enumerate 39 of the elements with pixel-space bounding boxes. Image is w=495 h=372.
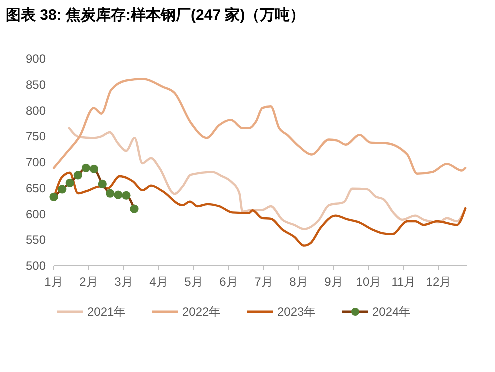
point [106, 189, 115, 198]
point [82, 164, 90, 172]
y-tick-label: 500 [26, 259, 46, 273]
x-tick-label: 11月 [392, 275, 416, 289]
x-tick-label: 4月 [150, 275, 168, 289]
point [90, 164, 99, 174]
x-tick-label: 8月 [290, 275, 308, 289]
point [58, 185, 67, 194]
x-tick-label: 7月 [254, 275, 274, 289]
y-tick-label: 550 [26, 233, 46, 248]
x-tick-label: 12月 [426, 275, 452, 289]
y-tick-label: 850 [26, 78, 46, 92]
legend-label: 2024年 [372, 305, 412, 319]
point [114, 190, 123, 200]
x-tick-label: 1月 [44, 275, 64, 289]
y-tick-label: 700 [26, 156, 46, 170]
point [98, 180, 107, 189]
x-tick-label: 5月 [184, 275, 204, 289]
line-series [68, 127, 467, 230]
x-tick-label: 3月 [114, 275, 134, 289]
y-tick-label: 600 [26, 207, 46, 222]
legend-label: 2022年 [182, 305, 222, 319]
legend-label: 2023年 [278, 305, 316, 319]
point [66, 178, 74, 188]
x-tick-label: 2月 [80, 275, 98, 289]
x-tick-label: 6月 [220, 275, 238, 289]
x-tick-label: 9月 [324, 275, 344, 289]
y-tick-label: 650 [26, 181, 46, 196]
point [130, 204, 139, 214]
point [50, 192, 58, 202]
legend-label: 2021年 [88, 305, 126, 319]
x-tick-label: 10月 [356, 275, 382, 289]
y-tick-label: 800 [26, 104, 46, 118]
point [74, 171, 82, 180]
chart-title: 图表 38: 焦炭库存:样本钢厂(247 家)（万吨） [6, 6, 306, 24]
y-tick-label: 750 [26, 130, 46, 144]
y-tick-label: 900 [26, 52, 46, 66]
point [122, 191, 131, 200]
line-series [52, 78, 467, 175]
